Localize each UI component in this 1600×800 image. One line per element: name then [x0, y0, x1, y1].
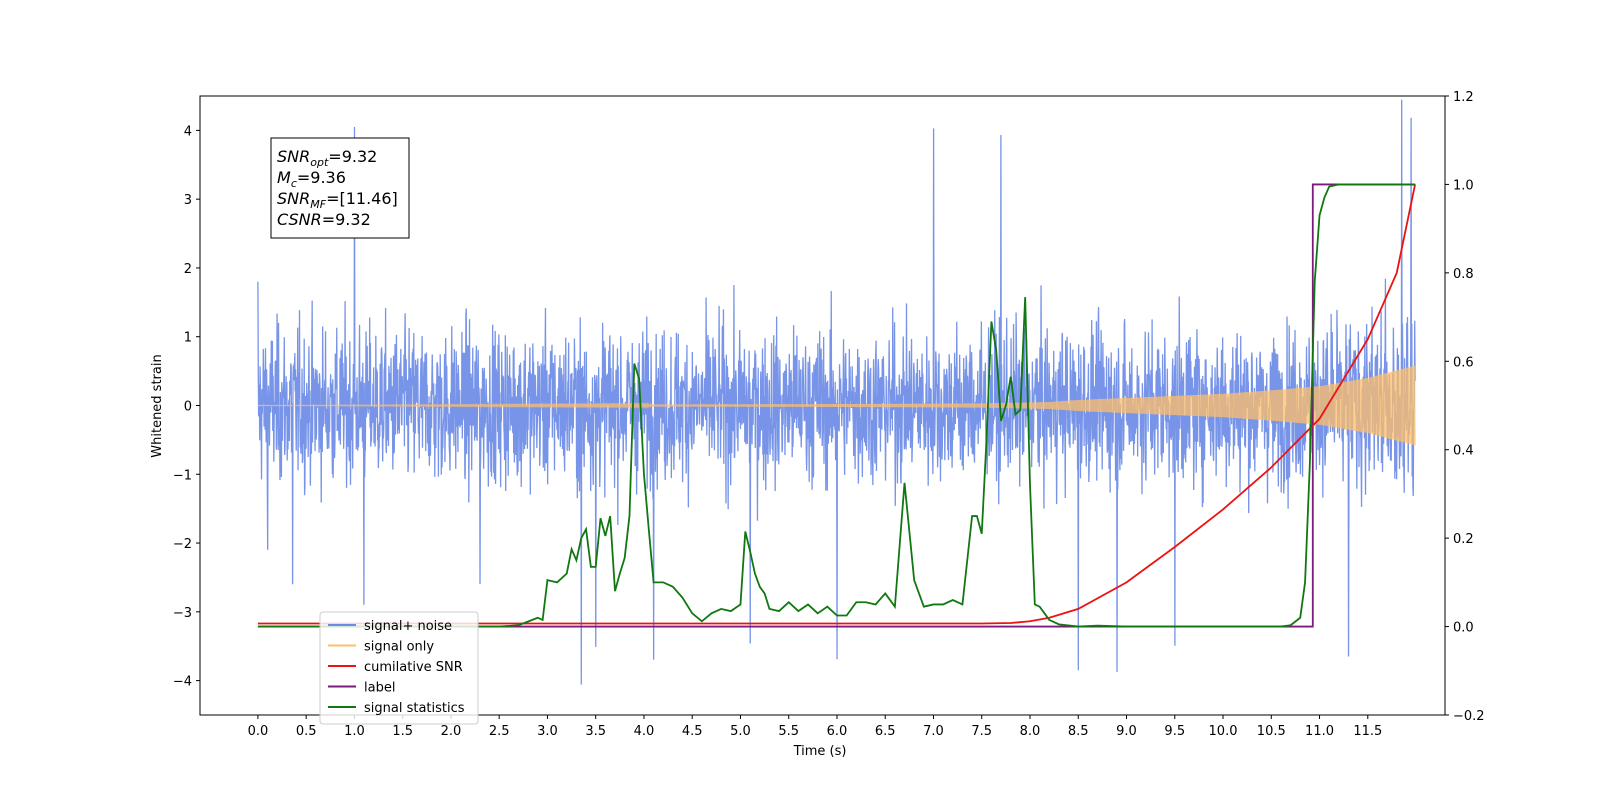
left-y-tick-label: −4 [173, 675, 192, 690]
x-tick-label: 9.5 [1164, 724, 1185, 739]
right-y-tick-label: 0.6 [1453, 355, 1474, 370]
annotation-value: =9.32 [322, 210, 371, 229]
right-y-tick-label: −0.2 [1453, 709, 1485, 724]
right-y-tick-label: 0.4 [1453, 444, 1474, 459]
x-tick-label: 3.0 [537, 724, 558, 739]
x-tick-label: 10.5 [1257, 724, 1286, 739]
left-y-tick-label: −2 [173, 537, 192, 552]
x-axis-ticks: 0.0 0.5 1.0 1.5 2.0 2.5 3.0 3.5 4.0 4.5 5.0 5.5 6.0 6… [248, 715, 1382, 739]
annotation-subscript: MF [310, 198, 326, 211]
legend-label: cumilative SNR [364, 660, 463, 675]
x-tick-label: 4.5 [682, 724, 703, 739]
right-y-tick-label: 0.8 [1453, 267, 1474, 282]
x-tick-label: 8.5 [1068, 724, 1089, 739]
y-axis-label: Whitened strain [150, 354, 165, 457]
series-signal-only [257, 365, 1416, 446]
annotation-value: =9.36 [297, 168, 346, 187]
annotation-symbol: CSNR [277, 210, 322, 229]
right-y-tick-label: 0.0 [1453, 621, 1474, 636]
x-tick-label: 1.0 [344, 724, 365, 739]
x-tick-label: 11.5 [1353, 724, 1382, 739]
left-y-tick-label: −3 [173, 606, 192, 621]
x-tick-label: 8.0 [1020, 724, 1041, 739]
legend-frame [319, 611, 479, 725]
left-y-tick-label: −1 [173, 468, 192, 483]
annotation-value: =[11.46] [326, 189, 398, 208]
x-tick-label: 9.0 [1116, 724, 1137, 739]
right-y-tick-label: 1.0 [1453, 178, 1474, 193]
series-signal-statistics [257, 183, 1416, 628]
series-signal-noise [257, 99, 1416, 685]
series-cumulative-snr [257, 184, 1416, 625]
x-axis-label: Time (s) [793, 744, 847, 759]
legend-label: signal+ noise [364, 619, 452, 634]
x-tick-label: 2.5 [489, 724, 510, 739]
right-y-tick-label: 0.2 [1453, 532, 1474, 547]
legend-label: signal only [364, 640, 434, 655]
x-tick-label: 5.0 [730, 724, 751, 739]
x-tick-label: 2.0 [441, 724, 462, 739]
annotation-line: SNRopt=9.32 [277, 147, 377, 169]
annotation-line: SNRMF=[11.46] [277, 189, 398, 211]
right-y-tick-label: 1.2 [1453, 90, 1474, 105]
x-tick-label: 5.5 [778, 724, 799, 739]
annotation-subscript: c [291, 177, 297, 190]
x-tick-label: 4.0 [634, 724, 655, 739]
legend-label: label [364, 681, 395, 696]
left-y-tick-label: 4 [184, 124, 192, 139]
annotation-symbol: M [277, 168, 291, 187]
x-tick-label: 0.5 [296, 724, 317, 739]
x-tick-label: 7.0 [923, 724, 944, 739]
annotation-subscript: opt [310, 156, 329, 169]
annotation-frame [270, 137, 410, 239]
annotation-symbol: SNR [277, 189, 310, 208]
x-tick-label: 0.0 [248, 724, 269, 739]
left-y-tick-label: 0 [184, 400, 192, 415]
x-tick-label: 6.5 [875, 724, 896, 739]
x-tick-label: 10.0 [1209, 724, 1238, 739]
left-y-axis-ticks: 4 3 2 1 0 −1 −2 −3 −4 [173, 124, 200, 690]
left-y-tick-label: 2 [184, 262, 192, 277]
left-y-tick-label: 3 [184, 193, 192, 208]
x-tick-label: 11.0 [1305, 724, 1334, 739]
left-y-tick-label: 1 [184, 331, 192, 346]
x-tick-label: 6.0 [827, 724, 848, 739]
legend: signal+ noise signal only cumilative SNR la… [319, 611, 479, 725]
right-y-axis-ticks: 1.2 1.0 0.8 0.6 0.4 0.2 0.0 −0.2 [1445, 90, 1485, 724]
x-tick-label: 7.5 [971, 724, 992, 739]
annotation-symbol: SNR [277, 147, 310, 166]
annotation-value: =9.32 [328, 147, 377, 166]
x-tick-label: 3.5 [585, 724, 606, 739]
annotation-line: CSNR=9.32 [277, 210, 371, 229]
series-layer [257, 99, 1416, 685]
annotation-line: Mc=9.36 [277, 168, 346, 190]
x-tick-label: 1.5 [392, 724, 413, 739]
legend-label: signal statistics [364, 701, 465, 716]
